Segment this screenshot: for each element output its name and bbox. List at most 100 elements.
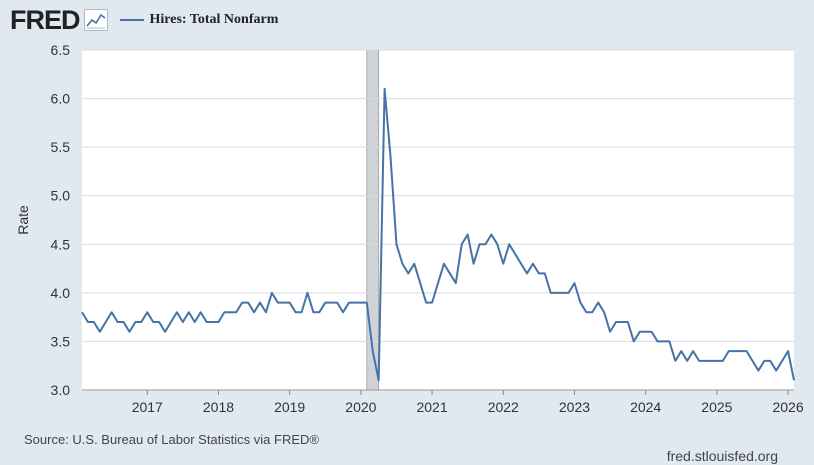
data-point[interactable] [352, 300, 358, 306]
data-point[interactable] [275, 300, 281, 306]
data-point[interactable] [494, 241, 500, 247]
data-point[interactable] [732, 348, 738, 354]
data-point[interactable] [637, 329, 643, 335]
data-point[interactable] [566, 290, 572, 296]
data-point[interactable] [281, 300, 287, 306]
data-point[interactable] [625, 319, 631, 325]
data-point[interactable] [773, 368, 779, 374]
data-point[interactable] [358, 300, 364, 306]
data-point[interactable] [554, 290, 560, 296]
data-point[interactable] [631, 338, 637, 344]
data-point[interactable] [720, 358, 726, 364]
data-point[interactable] [328, 300, 334, 306]
data-point[interactable] [299, 309, 305, 315]
data-point[interactable] [115, 319, 121, 325]
data-point[interactable] [643, 329, 649, 335]
data-point[interactable] [144, 309, 150, 315]
data-point[interactable] [702, 358, 708, 364]
data-point[interactable] [482, 241, 488, 247]
data-point[interactable] [198, 309, 204, 315]
data-point[interactable] [150, 319, 156, 325]
data-point[interactable] [251, 309, 257, 315]
data-point[interactable] [577, 300, 583, 306]
data-point[interactable] [316, 309, 322, 315]
data-point[interactable] [512, 251, 518, 257]
data-point[interactable] [660, 338, 666, 344]
data-point[interactable] [560, 290, 566, 296]
data-point[interactable] [738, 348, 744, 354]
data-point[interactable] [334, 300, 340, 306]
data-point[interactable] [405, 270, 411, 276]
data-point[interactable] [583, 309, 589, 315]
data-point[interactable] [310, 309, 316, 315]
data-point[interactable] [518, 261, 524, 267]
series-line-hires[interactable] [81, 87, 795, 382]
data-point[interactable] [666, 338, 672, 344]
data-point[interactable] [447, 270, 453, 276]
data-point[interactable] [269, 290, 275, 296]
data-point[interactable] [708, 358, 714, 364]
data-point[interactable] [245, 300, 251, 306]
data-point[interactable] [548, 290, 554, 296]
data-point[interactable] [393, 241, 399, 247]
data-point[interactable] [174, 309, 180, 315]
data-point[interactable] [500, 261, 506, 267]
data-point[interactable] [506, 241, 512, 247]
data-point[interactable] [233, 309, 239, 315]
data-point[interactable] [649, 329, 655, 335]
data-point[interactable] [85, 319, 91, 325]
data-point[interactable] [696, 358, 702, 364]
data-point[interactable] [429, 300, 435, 306]
data-point[interactable] [109, 309, 115, 315]
data-point[interactable] [589, 309, 595, 315]
data-point[interactable] [678, 348, 684, 354]
data-point[interactable] [364, 300, 370, 306]
data-point[interactable] [239, 300, 245, 306]
data-point[interactable] [726, 348, 732, 354]
data-point[interactable] [186, 309, 192, 315]
data-point[interactable] [465, 232, 471, 238]
data-point[interactable] [370, 348, 376, 354]
data-point[interactable] [785, 348, 791, 354]
data-point[interactable] [304, 290, 310, 296]
data-point[interactable] [761, 358, 767, 364]
site-link[interactable]: fred.stlouisfed.org [666, 448, 778, 464]
data-point[interactable] [79, 309, 85, 315]
data-point[interactable] [399, 261, 405, 267]
data-point[interactable] [180, 319, 186, 325]
data-point[interactable] [132, 319, 138, 325]
data-point[interactable] [672, 358, 678, 364]
data-point[interactable] [595, 300, 601, 306]
data-point[interactable] [257, 300, 263, 306]
data-point[interactable] [417, 280, 423, 286]
data-point[interactable] [322, 300, 328, 306]
data-point[interactable] [488, 232, 494, 238]
data-point[interactable] [744, 348, 750, 354]
data-point[interactable] [791, 377, 797, 383]
data-point[interactable] [684, 358, 690, 364]
data-point[interactable] [388, 154, 394, 160]
data-point[interactable] [382, 86, 388, 92]
data-point[interactable] [346, 300, 352, 306]
data-point[interactable] [619, 319, 625, 325]
data-point[interactable] [168, 319, 174, 325]
data-point[interactable] [204, 319, 210, 325]
data-point[interactable] [542, 270, 548, 276]
data-point[interactable] [221, 309, 227, 315]
data-point[interactable] [435, 280, 441, 286]
data-point[interactable] [530, 261, 536, 267]
data-point[interactable] [767, 358, 773, 364]
data-point[interactable] [103, 319, 109, 325]
data-point[interactable] [655, 338, 661, 344]
data-point[interactable] [613, 319, 619, 325]
data-point[interactable] [607, 329, 613, 335]
data-point[interactable] [162, 329, 168, 335]
data-point[interactable] [477, 241, 483, 247]
data-point[interactable] [192, 319, 198, 325]
data-point[interactable] [126, 329, 132, 335]
data-point[interactable] [138, 319, 144, 325]
fred-logo[interactable]: FRED [10, 4, 80, 35]
data-point[interactable] [453, 280, 459, 286]
data-point[interactable] [411, 261, 417, 267]
data-point[interactable] [121, 319, 127, 325]
